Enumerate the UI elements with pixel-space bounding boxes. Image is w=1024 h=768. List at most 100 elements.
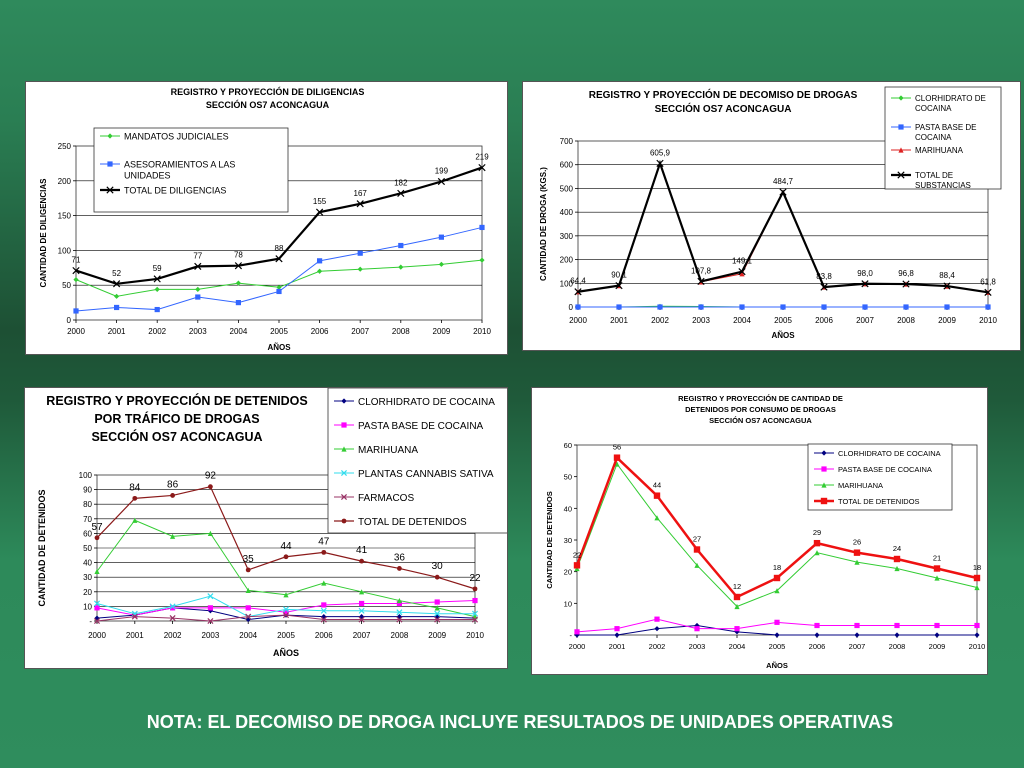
- x-tick-label: 2009: [433, 327, 451, 336]
- chart-decomiso: REGISTRO Y PROYECCIÓN DE DECOMISO DE DRO…: [539, 86, 1002, 340]
- data-point: [903, 304, 909, 310]
- y-tick-label: 80: [83, 500, 92, 509]
- legend-label: PASTA BASE DE: [915, 123, 977, 132]
- data-point: [132, 517, 138, 523]
- x-tick-label: 2008: [897, 316, 915, 325]
- data-point: [169, 603, 176, 610]
- data-point: [94, 568, 100, 574]
- data-point: [656, 159, 664, 167]
- data-label: 167: [354, 189, 368, 198]
- x-tick-label: 2008: [889, 642, 906, 651]
- data-point: [773, 574, 781, 582]
- x-tick-label: 2004: [729, 642, 746, 651]
- legend-label: COCAINA: [915, 104, 952, 113]
- data-point: [814, 632, 820, 638]
- data-label: 26: [853, 538, 861, 547]
- data-label: 182: [394, 178, 408, 187]
- legend-swatch-marker: [107, 133, 113, 139]
- data-point: [275, 255, 283, 263]
- legend-label: PASTA BASE DE COCAINA: [358, 421, 484, 432]
- data-point: [984, 288, 992, 296]
- data-point: [974, 632, 980, 638]
- x-tick-label: 2000: [88, 631, 106, 640]
- data-point: [282, 612, 290, 619]
- legend-swatch-marker: [340, 469, 348, 477]
- data-point: [356, 200, 364, 208]
- x-tick-label: 2009: [428, 631, 446, 640]
- x-tick-label: 2003: [692, 316, 710, 325]
- x-tick-label: 2000: [569, 316, 587, 325]
- y-tick-label: 40: [564, 504, 572, 513]
- data-label: 88,4: [939, 271, 955, 280]
- data-point: [359, 589, 365, 595]
- data-point: [438, 261, 444, 267]
- legend-label: FARMACOS: [358, 493, 414, 504]
- x-tick-label: 2005: [270, 327, 288, 336]
- data-point: [779, 188, 787, 196]
- data-point: [471, 610, 479, 617]
- y-tick-label: 20: [83, 588, 92, 597]
- data-point: [614, 461, 620, 467]
- chart-detenidos-trafico: REGISTRO Y PROYECCIÓN DE DETENIDOS POR TR…: [37, 388, 507, 658]
- data-point: [114, 304, 120, 311]
- legend-swatch-marker: [898, 147, 904, 153]
- legend-label: CLORHIDRATO DE COCAINA: [838, 449, 941, 458]
- legend-swatch-marker: [897, 171, 905, 179]
- y-tick-label: 400: [560, 208, 574, 217]
- data-label: 44: [653, 481, 661, 490]
- data-point: [853, 549, 861, 556]
- data-point: [854, 559, 860, 565]
- data-label: 27: [693, 535, 701, 544]
- data-point: [283, 554, 289, 560]
- data-label: 29: [813, 528, 821, 537]
- y-tick-label: 500: [560, 184, 574, 193]
- data-point: [283, 592, 289, 598]
- chart-title-line: REGISTRO Y PROYECCIÓN DE CANTIDAD DE: [678, 394, 843, 403]
- y-tick-label: 60: [564, 441, 572, 450]
- data-label: 18: [973, 563, 981, 572]
- legend-swatch-marker: [898, 124, 904, 130]
- legend-box: [93, 127, 289, 213]
- x-tick-label: 2001: [610, 316, 628, 325]
- data-point: [114, 293, 120, 299]
- data-point: [207, 593, 214, 600]
- chart-title-line: SECCIÓN OS7 ACONCAGUA: [655, 102, 792, 115]
- x-tick-label: 2006: [809, 642, 826, 651]
- data-point: [820, 283, 828, 291]
- data-point: [396, 609, 403, 616]
- data-point: [276, 284, 282, 290]
- data-point: [194, 262, 202, 271]
- data-point: [902, 280, 910, 288]
- data-label: 64,4: [570, 277, 586, 286]
- chart-panel-decomiso: REGISTRO Y PROYECCIÓN DE DECOMISO DE DRO…: [522, 81, 1021, 351]
- data-point: [195, 294, 201, 300]
- legend-swatch-marker: [341, 446, 347, 452]
- y-tick-label: 100: [560, 279, 574, 288]
- data-point: [944, 304, 950, 310]
- data-point: [574, 288, 582, 296]
- data-label: 84: [129, 482, 141, 493]
- data-label: 57: [91, 522, 103, 533]
- legend-swatch-marker: [898, 95, 904, 101]
- chart-panel-detenidos-trafico: REGISTRO Y PROYECCIÓN DE DETENIDOS POR TR…: [24, 387, 508, 669]
- data-label: 30: [432, 561, 444, 572]
- legend-swatch-marker: [821, 482, 827, 488]
- data-point: [774, 588, 780, 594]
- data-point: [862, 304, 868, 310]
- data-point: [821, 304, 827, 310]
- legend-swatch-marker: [341, 422, 347, 428]
- data-label: 52: [112, 269, 121, 278]
- legend-label: TOTAL DE DETENIDOS: [358, 517, 467, 528]
- data-label: 96,8: [898, 269, 914, 278]
- y-tick-label: 50: [564, 473, 572, 482]
- data-point: [93, 617, 101, 625]
- data-label: 21: [933, 554, 941, 563]
- data-label: 155: [313, 197, 327, 206]
- data-point: [575, 304, 581, 310]
- y-tick-label: 0: [569, 303, 574, 312]
- data-label: 107,8: [691, 266, 712, 275]
- x-tick-label: 2006: [815, 316, 833, 325]
- chart-title-line: REGISTRO Y PROYECCIÓN DE DILIGENCIAS: [171, 86, 365, 97]
- legend-label: MARIHUANA: [838, 481, 883, 490]
- data-label: 90,1: [611, 271, 627, 280]
